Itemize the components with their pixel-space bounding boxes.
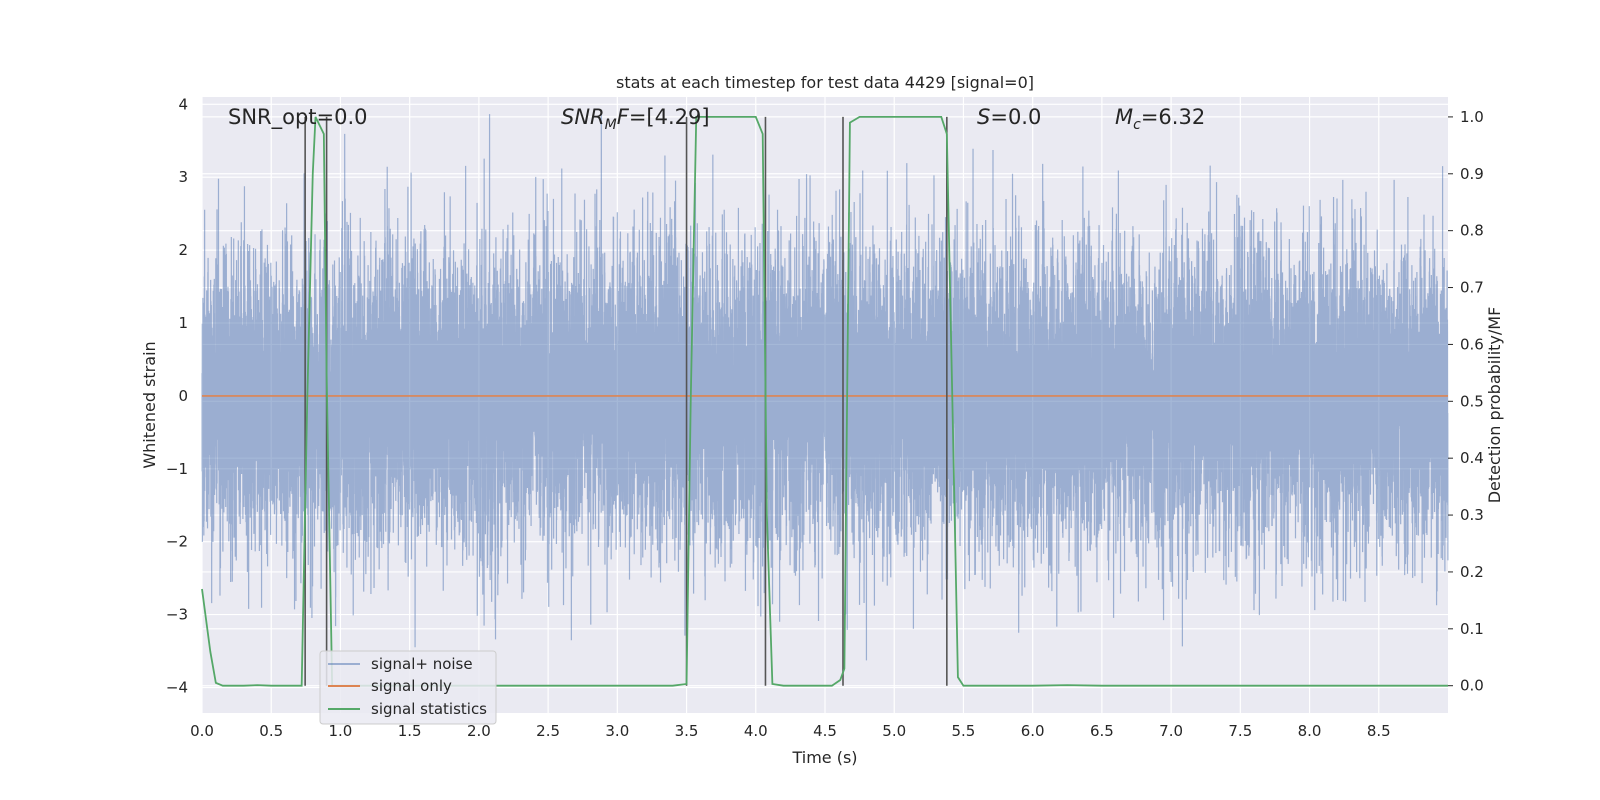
- y-tick-label-4: 0: [178, 387, 188, 405]
- y-tick-label-1: −3: [166, 606, 188, 624]
- annotation-snr-opt-label: SNR_opt: [228, 105, 317, 130]
- x-tick-label-9: 4.5: [813, 722, 837, 740]
- annotation-mc: Mc=6.32: [1115, 105, 1205, 133]
- y2-tick-label-7: 0.7: [1460, 279, 1484, 297]
- x-tick-label-17: 8.5: [1367, 722, 1391, 740]
- annotation-snr-opt-value: =0.0: [317, 105, 368, 129]
- x-tick-label-2: 1.0: [329, 722, 353, 740]
- y2-tick-label-8: 0.8: [1460, 222, 1484, 240]
- annotation-snr-mf-value: =[4.29]: [629, 105, 710, 129]
- chart-title: stats at each timestep for test data 442…: [616, 73, 1034, 92]
- annotation-snr-mf: SNRMF=[4.29]: [561, 105, 710, 133]
- y2-tick-label-0: 0.0: [1460, 677, 1484, 695]
- x-tick-label-4: 2.0: [467, 722, 491, 740]
- x-axis-label: Time (s): [791, 748, 857, 767]
- y-tick-label-6: 2: [178, 241, 188, 259]
- annotation-s-label: S: [977, 105, 990, 129]
- x-tick-label-7: 3.5: [675, 722, 699, 740]
- x-tick-label-11: 5.5: [952, 722, 976, 740]
- y2-tick-label-5: 0.5: [1460, 392, 1484, 410]
- y2-tick-label-3: 0.3: [1460, 506, 1484, 524]
- y-axis-ticks: −4 −3 −2 −1 0 1 2 3 4: [166, 95, 188, 696]
- y2-axis-ticks: 0.0 0.1 0.2 0.3 0.4 0.5 0.6 0.7 0.8 0.9 1.0: [1448, 108, 1484, 695]
- y-tick-label-8: 4: [178, 95, 188, 113]
- y2-tick-label-6: 0.6: [1460, 335, 1484, 353]
- x-tick-label-16: 8.0: [1298, 722, 1322, 740]
- x-tick-label-0: 0.0: [190, 722, 214, 740]
- annotation-mc-value: =6.32: [1141, 105, 1205, 129]
- legend-box: [319, 650, 497, 725]
- annotation-mc-base: M: [1115, 105, 1133, 129]
- y2-tick-label-2: 0.2: [1460, 563, 1484, 581]
- x-tick-label-6: 3.0: [605, 722, 629, 740]
- y2-tick-label-9: 0.9: [1460, 165, 1484, 183]
- noise-series: [201, 111, 1449, 661]
- y-axis-label: Whitened strain: [140, 341, 159, 468]
- annotation-snr-opt: SNR_opt=0.0: [228, 105, 368, 130]
- annotation-snr-mf-rest: F: [617, 105, 630, 129]
- y-tick-label-3: −1: [166, 460, 188, 478]
- signal-statistics-series: [201, 116, 1448, 687]
- y-tick-label-0: −4: [166, 678, 188, 696]
- y-tick-label-7: 3: [178, 168, 188, 186]
- y2-tick-label-4: 0.4: [1460, 449, 1484, 467]
- noise-trace: [201, 111, 1449, 661]
- annotation-snr-mf-base: SNR: [561, 105, 605, 129]
- x-tick-label-5: 2.5: [536, 722, 560, 740]
- x-tick-label-8: 4.0: [744, 722, 768, 740]
- x-tick-label-3: 1.5: [398, 722, 422, 740]
- legend-label-signal: signal only: [371, 677, 452, 695]
- x-tick-label-15: 7.5: [1228, 722, 1252, 740]
- legend: signal+ noise signal only signal statist…: [319, 650, 497, 725]
- y2-tick-label-10: 1.0: [1460, 108, 1484, 126]
- signal-statistics-line: [201, 116, 1448, 687]
- legend-label-noise: signal+ noise: [371, 655, 473, 673]
- x-tick-label-13: 6.5: [1090, 722, 1114, 740]
- x-axis-ticks: 0.0 0.5 1.0 1.5 2.0 2.5 3.0 3.5 4.0 4.5 5.0 5.5 6.0 6…: [190, 722, 1391, 740]
- y-tick-label-2: −2: [166, 533, 188, 551]
- x-tick-label-14: 7.0: [1159, 722, 1183, 740]
- annotation-mc-sub: c: [1133, 117, 1141, 133]
- annotation-snr-mf-sub: M: [605, 117, 617, 133]
- annotation-s-value: =0.0: [990, 105, 1041, 129]
- legend-label-stats: signal statistics: [371, 700, 487, 718]
- y2-tick-label-1: 0.1: [1460, 620, 1484, 638]
- x-tick-label-12: 6.0: [1021, 722, 1045, 740]
- annotation-s: S=0.0: [977, 105, 1041, 129]
- x-tick-label-1: 0.5: [259, 722, 283, 740]
- x-tick-label-10: 5.0: [882, 722, 906, 740]
- y2-axis-label: Detection probability/MF: [1485, 307, 1504, 504]
- y-tick-label-5: 1: [178, 314, 188, 332]
